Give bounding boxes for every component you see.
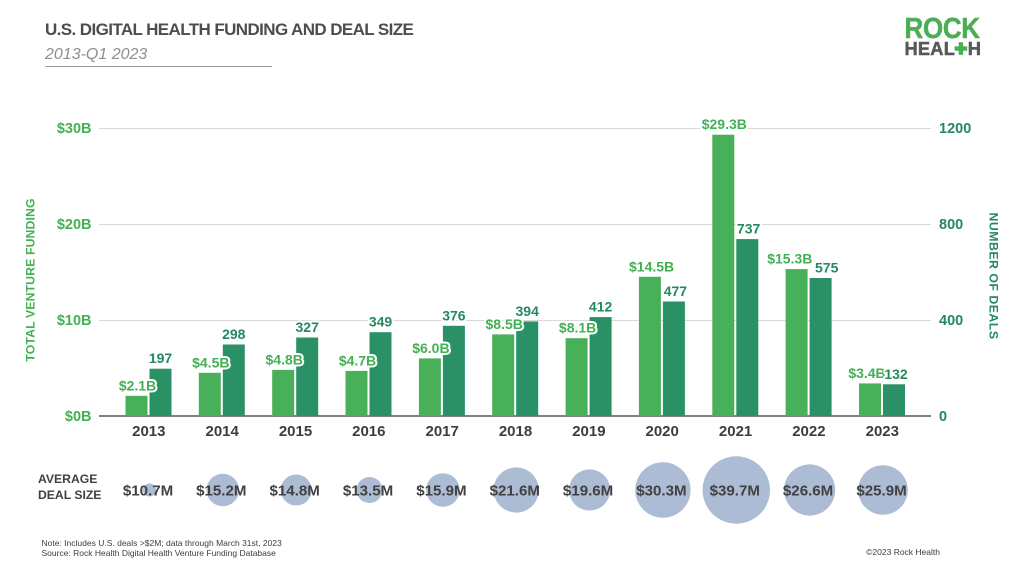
svg-text:132: 132 bbox=[884, 366, 908, 382]
svg-text:NUMBER OF DEALS: NUMBER OF DEALS bbox=[987, 212, 1001, 339]
svg-text:TOTAL VENTURE FUNDING: TOTAL VENTURE FUNDING bbox=[24, 198, 38, 361]
svg-text:$15.3B: $15.3B bbox=[767, 251, 812, 267]
svg-text:$6.0B: $6.0B bbox=[412, 340, 449, 356]
svg-text:$30.3M: $30.3M bbox=[636, 483, 686, 500]
svg-text:2013: 2013 bbox=[132, 423, 165, 440]
svg-text:2023: 2023 bbox=[866, 423, 899, 440]
svg-text:©2023 Rock Health: ©2023 Rock Health bbox=[866, 547, 940, 557]
svg-text:DEAL SIZE: DEAL SIZE bbox=[38, 488, 101, 502]
svg-text:$39.7M: $39.7M bbox=[710, 483, 760, 500]
svg-text:2018: 2018 bbox=[499, 423, 532, 440]
svg-text:H: H bbox=[968, 38, 981, 59]
svg-text:349: 349 bbox=[369, 314, 393, 330]
svg-text:197: 197 bbox=[149, 350, 173, 366]
svg-text:HEAL: HEAL bbox=[905, 38, 956, 59]
svg-text:1200: 1200 bbox=[939, 121, 971, 137]
svg-text:$25.9M: $25.9M bbox=[856, 483, 906, 500]
svg-text:$13.5M: $13.5M bbox=[343, 483, 393, 500]
svg-text:$8.1B: $8.1B bbox=[559, 320, 596, 336]
svg-text:$30B: $30B bbox=[57, 121, 92, 137]
svg-text:$20B: $20B bbox=[57, 217, 92, 233]
svg-text:2022: 2022 bbox=[792, 423, 825, 440]
svg-text:$14.8M: $14.8M bbox=[270, 483, 320, 500]
svg-text:2020: 2020 bbox=[646, 423, 679, 440]
svg-text:ROCK: ROCK bbox=[905, 12, 981, 44]
svg-text:327: 327 bbox=[296, 319, 320, 335]
svg-text:$4.5B: $4.5B bbox=[192, 354, 229, 370]
svg-text:$3.4B: $3.4B bbox=[848, 365, 885, 381]
svg-text:575: 575 bbox=[815, 260, 839, 276]
svg-text:$10.7M: $10.7M bbox=[123, 483, 173, 500]
svg-text:$15.9M: $15.9M bbox=[416, 483, 466, 500]
svg-text:2015: 2015 bbox=[279, 423, 312, 440]
svg-text:$15.2M: $15.2M bbox=[196, 483, 246, 500]
svg-text:394: 394 bbox=[516, 303, 540, 319]
svg-text:2019: 2019 bbox=[572, 423, 605, 440]
svg-text:412: 412 bbox=[589, 299, 613, 315]
svg-text:AVERAGE: AVERAGE bbox=[38, 472, 97, 486]
svg-text:$0B: $0B bbox=[65, 409, 92, 425]
svg-text:$21.6M: $21.6M bbox=[490, 483, 540, 500]
svg-text:0: 0 bbox=[939, 409, 947, 425]
svg-text:$4.8B: $4.8B bbox=[266, 351, 303, 367]
svg-text:$4.7B: $4.7B bbox=[339, 352, 376, 368]
svg-text:$8.5B: $8.5B bbox=[486, 316, 523, 332]
svg-text:400: 400 bbox=[939, 313, 963, 329]
svg-text:$14.5B: $14.5B bbox=[629, 258, 674, 274]
svg-text:2021: 2021 bbox=[719, 423, 752, 440]
svg-text:$19.6M: $19.6M bbox=[563, 483, 613, 500]
svg-text:$2.1B: $2.1B bbox=[119, 377, 156, 393]
svg-text:2014: 2014 bbox=[206, 423, 240, 440]
svg-text:Source: Rock Health Digital He: Source: Rock Health Digital Health Ventu… bbox=[42, 548, 277, 558]
svg-text:$26.6M: $26.6M bbox=[783, 483, 833, 500]
svg-text:2013-Q1 2023: 2013-Q1 2023 bbox=[44, 46, 147, 63]
svg-text:298: 298 bbox=[222, 326, 246, 342]
svg-text:800: 800 bbox=[939, 217, 963, 233]
svg-text:$10B: $10B bbox=[57, 313, 92, 329]
svg-text:U.S. DIGITAL HEALTH FUNDING AN: U.S. DIGITAL HEALTH FUNDING AND DEAL SIZ… bbox=[45, 20, 414, 39]
svg-text:2016: 2016 bbox=[352, 423, 385, 440]
svg-text:737: 737 bbox=[737, 221, 761, 237]
svg-text:Note: Includes U.S. deals >$2M: Note: Includes U.S. deals >$2M; data thr… bbox=[42, 538, 283, 548]
svg-text:477: 477 bbox=[664, 283, 688, 299]
svg-text:2017: 2017 bbox=[426, 423, 459, 440]
svg-text:376: 376 bbox=[442, 307, 466, 323]
svg-text:$29.3B: $29.3B bbox=[702, 116, 747, 132]
